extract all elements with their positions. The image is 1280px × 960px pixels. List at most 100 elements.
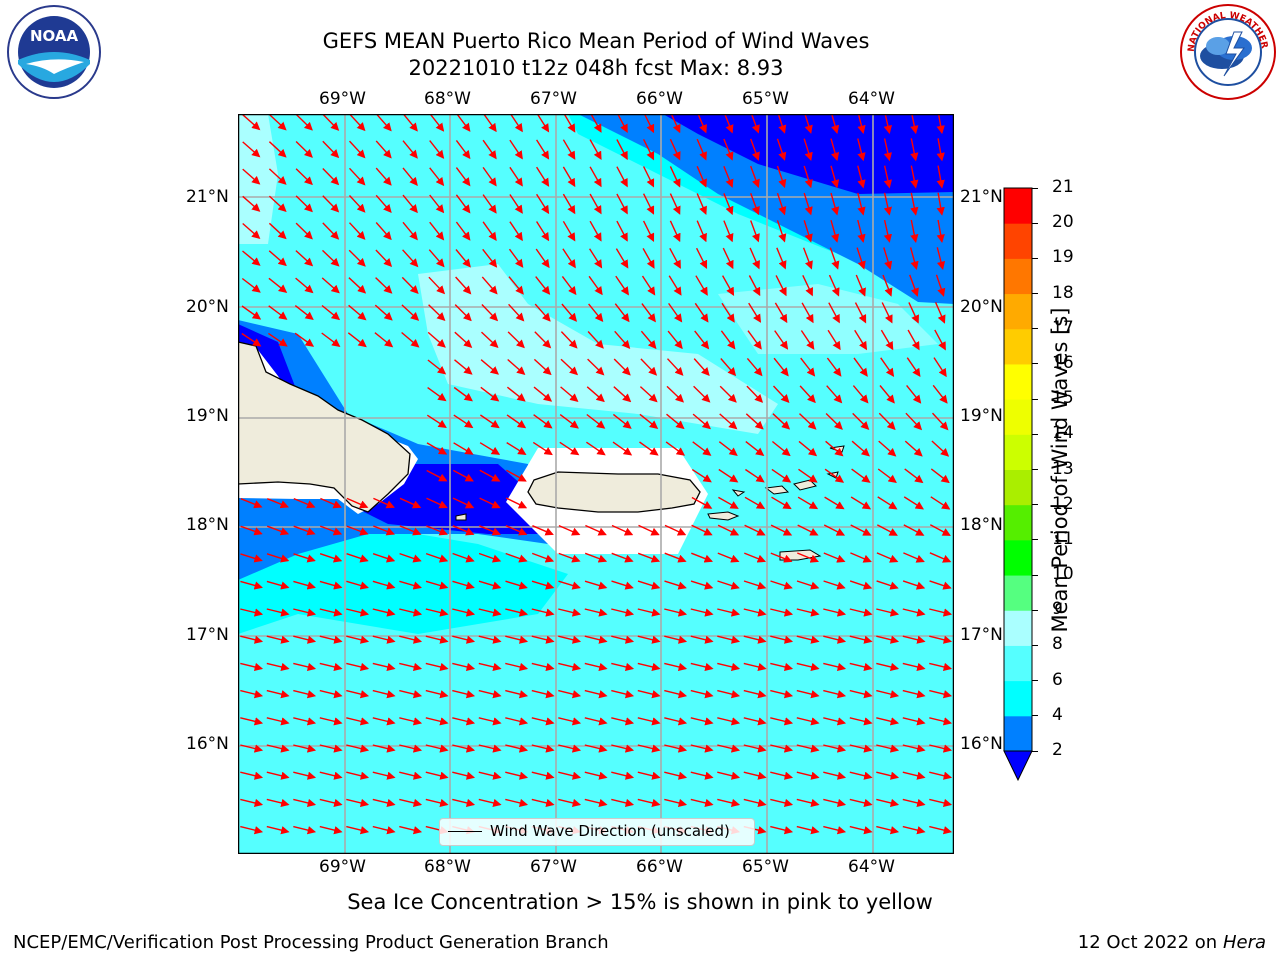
wave-direction-arrow [295,195,313,213]
wave-direction-arrow [266,635,290,644]
wave-direction-arrow [266,825,290,835]
wave-direction-arrow [693,385,711,403]
wave-direction-arrow [399,608,423,617]
wave-direction-arrow [295,250,314,267]
wave-direction-arrow [375,222,392,241]
wave-direction-arrow [534,331,552,349]
wave-direction-arrow [558,662,582,672]
wave-direction-arrow [509,139,523,160]
wave-direction-arrow [616,166,628,188]
wave-direction-arrow [853,357,868,377]
wave-direction-arrow [611,524,634,536]
wave-direction-arrow [770,825,794,835]
wave-direction-arrow [849,662,873,672]
wave-direction-arrow [479,469,501,482]
wave-direction-arrow [507,358,526,376]
wave-direction-arrow [319,744,343,753]
lat-label-right: 20°N [960,297,1003,317]
wave-direction-arrow [560,331,578,349]
wave-direction-arrow [770,662,794,672]
wave-direction-arrow [664,798,688,808]
wave-direction-arrow [558,580,581,590]
wave-direction-arrow [427,359,447,375]
colorbar-band [1004,188,1032,224]
wave-direction-arrow [776,247,787,270]
wave-direction-arrow [823,744,847,753]
wave-direction-arrow [883,247,893,270]
wave-direction-arrow [770,717,794,726]
wave-direction-arrow [694,302,709,323]
wave-direction-arrow [717,635,741,644]
wave-direction-arrow [478,580,502,590]
wave-direction-arrow [824,496,845,510]
wave-direction-arrow [533,358,552,376]
wave-direction-arrow [692,413,711,430]
wave-direction-arrow [481,304,499,322]
wave-direction-arrow [611,552,634,563]
land-puerto-rico [527,471,701,513]
colorbar-band [1004,610,1032,646]
wave-direction-arrow [931,440,950,457]
wave-direction-arrow [902,689,926,699]
wave-direction-arrow [902,771,926,780]
wave-direction-arrow [425,771,449,780]
wave-direction-arrow [746,357,763,377]
wave-direction-arrow [399,525,422,536]
wave-direction-arrow [637,744,661,753]
wave-direction-arrow [480,359,499,375]
lat-label-left: 19°N [186,406,229,426]
wave-direction-arrow [693,358,710,377]
wave-direction-arrow [399,798,423,808]
wave-direction-arrow [935,274,946,297]
wave-direction-arrow [723,220,734,243]
wave-direction-arrow [509,114,523,133]
wave-direction-arrow [690,662,714,672]
wave-direction-arrow [559,414,579,429]
wave-direction-arrow [664,580,687,590]
wave-direction-arrow [319,798,343,808]
wave-direction-arrow [452,635,476,644]
wave-direction-arrow [425,689,449,699]
wave-direction-arrow [910,192,919,216]
wave-direction-arrow [616,193,628,215]
colorbar-band [1004,223,1032,259]
wave-direction-arrow [797,496,819,510]
wave-direction-arrow [878,440,897,457]
wave-direction-arrow [613,358,631,376]
wave-direction-arrow [692,441,712,456]
wave-direction-arrow [428,304,446,321]
wave-direction-arrow [402,249,419,268]
wave-direction-arrow [531,798,555,808]
wave-direction-arrow [372,608,396,617]
wave-direction-arrow [776,165,787,189]
wave-direction-arrow [561,275,577,296]
wave-direction-arrow [746,385,764,403]
wave-direction-arrow [372,798,396,808]
wave-direction-arrow [722,247,734,270]
wave-direction-arrow [584,717,608,726]
wave-direction-arrow [743,635,767,644]
wave-direction-arrow [586,386,605,403]
wave-direction-arrow [929,717,953,726]
wave-direction-arrow [346,635,370,644]
wave-direction-arrow [266,580,290,590]
wave-direction-arrow [903,552,925,563]
wave-direction-arrow [718,468,739,483]
wave-direction-arrow [585,524,607,536]
wave-direction-arrow [482,139,497,160]
colorbar-band [1004,715,1032,752]
wave-direction-arrow [910,219,919,243]
wave-direction-arrow [642,138,655,161]
colorbar-tick-label: 21 [1052,177,1074,197]
wave-direction-arrow [266,525,290,536]
wave-direction-arrow [826,385,843,404]
wave-direction-arrow [932,384,948,404]
wave-direction-arrow [694,330,710,350]
wave-direction-arrow [455,276,472,295]
wave-direction-arrow [641,303,656,323]
wave-direction-arrow [770,524,793,536]
lon-label-top: 69°W [319,89,366,109]
wave-direction-arrow [348,195,366,213]
wave-direction-arrow [669,220,681,243]
wave-direction-arrow [611,689,635,699]
